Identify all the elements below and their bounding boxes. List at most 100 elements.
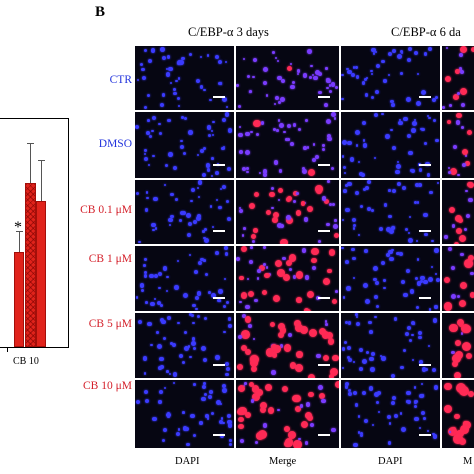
- cell-nucleus: [275, 95, 280, 100]
- cell-nucleus: [306, 206, 313, 213]
- cell-nucleus: [322, 331, 330, 339]
- cell-nucleus: [172, 382, 176, 385]
- cell-nucleus: [345, 260, 350, 265]
- cell-nucleus: [201, 172, 207, 177]
- cell-nucleus: [251, 385, 259, 393]
- cell-nucleus: [191, 340, 197, 346]
- cell-nucleus: [461, 324, 471, 334]
- cell-nucleus: [446, 119, 452, 125]
- cell-nucleus: [227, 317, 232, 321]
- cell-nucleus: [271, 207, 274, 210]
- cell-nucleus: [162, 266, 168, 271]
- cell-nucleus: [237, 363, 243, 370]
- cell-nucleus: [224, 246, 228, 250]
- cell-nucleus: [152, 228, 155, 231]
- cell-nucleus: [341, 155, 345, 158]
- cell-nucleus: [241, 246, 248, 253]
- cell-nucleus: [396, 252, 400, 256]
- cell-nucleus: [374, 90, 379, 95]
- cell-nucleus: [191, 188, 196, 193]
- cell-nucleus: [370, 69, 373, 73]
- cell-nucleus: [183, 151, 187, 155]
- cell-nucleus: [276, 75, 282, 81]
- cell-nucleus: [279, 122, 285, 128]
- cell-nucleus: [151, 116, 156, 121]
- cell-nucleus: [365, 76, 369, 79]
- cell-nucleus: [144, 271, 147, 274]
- cell-nucleus: [260, 121, 265, 125]
- cell-nucleus: [277, 331, 285, 339]
- cell-nucleus: [186, 232, 192, 238]
- cell-nucleus: [178, 353, 183, 358]
- cell-nucleus: [365, 93, 369, 97]
- cell-nucleus: [387, 51, 392, 56]
- cell-nucleus: [302, 168, 308, 174]
- cell-nucleus: [311, 257, 318, 264]
- footer-label-merge-1: Merge: [269, 456, 297, 467]
- cell-nucleus: [333, 117, 337, 120]
- cell-nucleus: [182, 426, 188, 431]
- cell-nucleus: [215, 355, 220, 360]
- cell-nucleus: [248, 381, 255, 388]
- cell-nucleus: [376, 401, 380, 405]
- cell-nucleus: [181, 56, 186, 61]
- cell-nucleus: [270, 343, 278, 350]
- cell-nucleus: [362, 187, 366, 191]
- cell-nucleus: [342, 165, 347, 169]
- cell-nucleus: [247, 277, 250, 280]
- cell-nucleus: [227, 128, 233, 134]
- cell-nucleus: [147, 59, 152, 64]
- cell-nucleus: [380, 260, 386, 266]
- cell-nucleus: [349, 157, 355, 163]
- cell-nucleus: [311, 265, 317, 270]
- scale-bar: [213, 164, 225, 166]
- cell-nucleus: [238, 423, 244, 430]
- cell-nucleus: [253, 227, 258, 233]
- cell-nucleus: [188, 355, 192, 359]
- cell-nucleus: [414, 182, 419, 188]
- cell-nucleus: [358, 415, 361, 418]
- cell-nucleus: [190, 314, 194, 318]
- cell-nucleus: [252, 337, 255, 340]
- cell-nucleus: [355, 316, 358, 319]
- cell-nucleus: [141, 67, 145, 71]
- cell-nucleus: [420, 280, 423, 283]
- cell-nucleus: [352, 360, 356, 364]
- cell-nucleus: [188, 313, 192, 317]
- cell-nucleus: [139, 62, 144, 67]
- cell-nucleus: [408, 150, 413, 156]
- cell-nucleus: [327, 180, 331, 183]
- cell-nucleus: [286, 259, 293, 266]
- cell-nucleus: [329, 368, 338, 377]
- cell-nucleus: [417, 258, 420, 261]
- cell-nucleus: [271, 370, 276, 375]
- cell-nucleus: [276, 223, 282, 228]
- cell-nucleus: [274, 260, 282, 268]
- micrograph-merge-r3-c2: [236, 180, 339, 244]
- cell-nucleus: [183, 331, 187, 335]
- cell-nucleus: [270, 186, 274, 191]
- cell-nucleus: [341, 73, 344, 77]
- cell-nucleus: [159, 364, 164, 369]
- cell-nucleus: [137, 319, 142, 324]
- cell-nucleus: [192, 303, 196, 308]
- cell-nucleus: [246, 167, 249, 170]
- cell-nucleus: [432, 434, 438, 439]
- cell-nucleus: [333, 232, 339, 239]
- cell-nucleus: [460, 87, 467, 95]
- cell-nucleus: [457, 173, 460, 177]
- cell-nucleus: [168, 217, 173, 223]
- cell-nucleus: [154, 227, 158, 230]
- cell-nucleus: [151, 222, 156, 227]
- cell-nucleus: [355, 313, 358, 316]
- cell-nucleus: [211, 157, 214, 160]
- cell-nucleus: [408, 46, 413, 51]
- cell-nucleus: [202, 357, 207, 362]
- micrograph-dapi-r3-c1: [135, 180, 234, 244]
- cell-nucleus: [428, 190, 433, 195]
- error-bar-3-cap: [38, 160, 45, 161]
- cell-nucleus: [376, 63, 381, 68]
- cell-nucleus: [414, 276, 419, 281]
- cell-nucleus: [199, 421, 203, 425]
- cell-nucleus: [451, 265, 456, 270]
